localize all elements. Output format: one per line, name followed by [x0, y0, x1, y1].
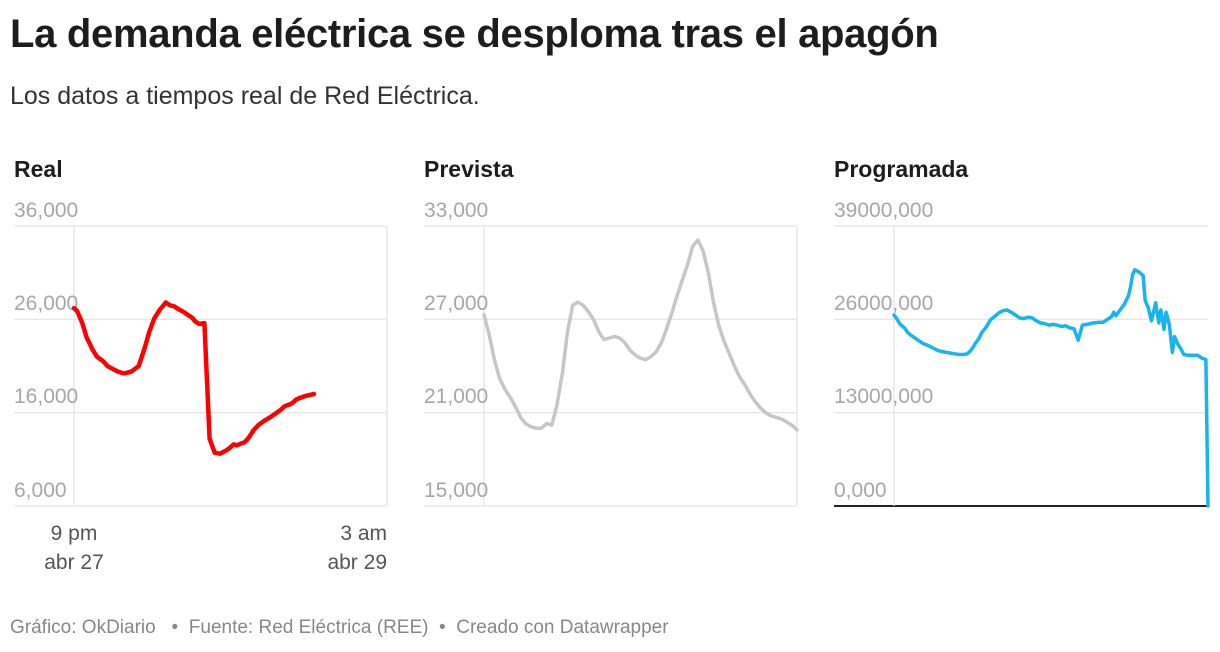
footer-separator-1: • — [160, 617, 184, 638]
x-tick-date-label: abr 29 — [327, 551, 387, 574]
chart-subtitle: Los datos a tiempos real de Red Eléctric… — [10, 82, 480, 110]
panel-prevista: 33,000 27,000 21,000 15,000 — [424, 199, 799, 507]
programada-ytick-label: 0,000 — [834, 479, 887, 502]
real-series-line — [71, 300, 317, 456]
panel-programada: 39000,000 26000,000 13000,000 0,000 — [834, 199, 1210, 508]
real-ytick-label: 6,000 — [14, 479, 67, 502]
footer-credit: Gráfico: OkDiario — [10, 617, 156, 638]
panel-title-programada: Programada — [834, 156, 969, 182]
x-tick-time-label: 9 pm — [51, 522, 98, 545]
footer: Gráfico: OkDiario • Fuente: Red Eléctric… — [10, 617, 669, 639]
real-ytick-label: 26,000 — [14, 292, 78, 315]
real-ytick-label: 16,000 — [14, 385, 78, 408]
footer-separator-2: • — [433, 617, 451, 638]
prevista-series-line — [482, 238, 799, 432]
panel-title-real: Real — [14, 156, 63, 182]
footer-tool: Creado con Datawrapper — [456, 617, 669, 638]
panel-real: 36,000 26,000 16,000 6,000 9 pm abr 27 3 am abr… — [14, 199, 388, 574]
programada-ytick-label: 13000,000 — [834, 385, 933, 408]
prevista-ytick-label: 33,000 — [424, 199, 488, 222]
programada-ytick-label: 39000,000 — [834, 199, 933, 222]
programada-ytick-label: 26000,000 — [834, 292, 933, 315]
prevista-ytick-label: 27,000 — [424, 292, 488, 315]
footer-source: Fuente: Red Eléctrica (REE) — [188, 617, 429, 638]
real-ytick-label: 36,000 — [14, 199, 78, 222]
prevista-ytick-label: 21,000 — [424, 385, 488, 408]
programada-series-line — [892, 268, 1210, 508]
panel-title-prevista: Prevista — [424, 156, 514, 182]
x-tick-date-label: abr 27 — [44, 551, 104, 574]
x-tick-time-label: 3 am — [340, 522, 387, 545]
chart-title: La demanda eléctrica se desploma tras el… — [10, 12, 939, 56]
prevista-ytick-label: 15,000 — [424, 479, 488, 502]
